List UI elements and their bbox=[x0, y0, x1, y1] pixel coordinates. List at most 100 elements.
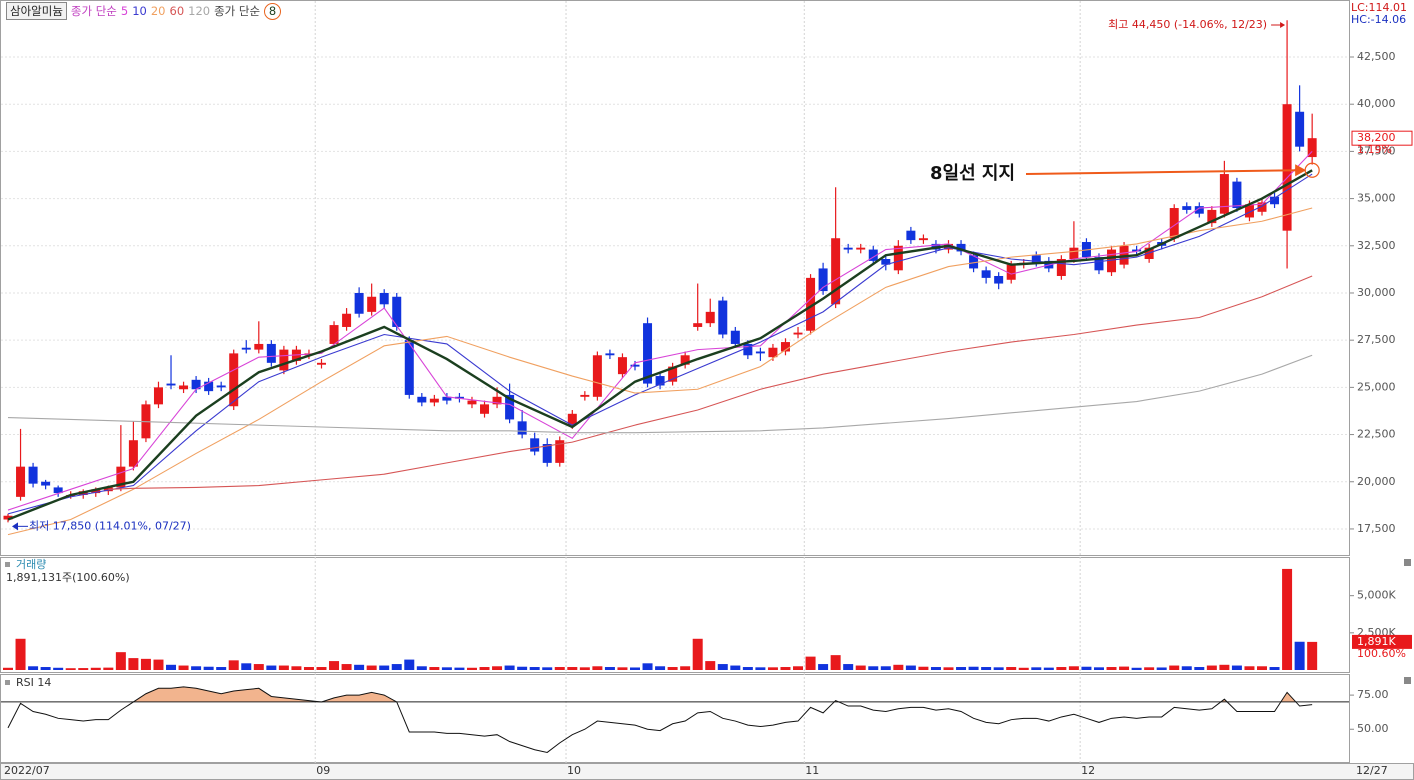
volume-bar bbox=[1307, 641, 1318, 670]
volume-bar bbox=[366, 665, 377, 670]
candle-body bbox=[956, 243, 966, 252]
lc-label: LC:114.01 bbox=[1351, 1, 1407, 14]
volume-bar bbox=[466, 667, 477, 670]
y-tick-label: 30,000 bbox=[1357, 286, 1396, 299]
y-tick-label: 75.00 bbox=[1357, 688, 1389, 701]
candle-body bbox=[806, 277, 816, 331]
y-tick-label: 35,000 bbox=[1357, 192, 1396, 205]
candle-body bbox=[1006, 264, 1016, 280]
volume-bar bbox=[266, 665, 277, 670]
volume-bar bbox=[291, 666, 302, 670]
volume-change: 100.60% bbox=[1357, 647, 1406, 660]
panel-button[interactable] bbox=[1404, 559, 1411, 566]
volume-bar bbox=[1282, 568, 1293, 670]
candle-body bbox=[429, 398, 439, 403]
y-tick-label: 27,500 bbox=[1357, 333, 1396, 346]
volume-bar bbox=[592, 666, 603, 670]
candle-body bbox=[718, 300, 728, 335]
candle-body bbox=[981, 270, 991, 278]
volume-bar bbox=[115, 652, 126, 670]
volume-bar bbox=[316, 667, 327, 670]
volume-subtitle: 1,891,131주(100.60%) bbox=[6, 571, 130, 584]
volume-bar bbox=[1269, 667, 1280, 670]
volume-bar bbox=[479, 667, 490, 670]
candle-body bbox=[994, 275, 1004, 284]
volume-bar bbox=[1106, 667, 1117, 670]
candle-body bbox=[617, 357, 627, 375]
candle-body bbox=[1056, 259, 1066, 276]
candle-body bbox=[592, 355, 602, 397]
rsi-title: RSI 14 bbox=[16, 676, 51, 689]
moving-average-line bbox=[7, 151, 1313, 511]
y-tick-label: 22,500 bbox=[1357, 428, 1396, 441]
candle-body bbox=[780, 342, 790, 352]
volume-bar bbox=[956, 667, 967, 670]
volume-bar bbox=[680, 666, 691, 670]
candle-body bbox=[1207, 209, 1217, 224]
candle-body bbox=[768, 347, 778, 358]
y-tick-label: 37,500 bbox=[1357, 144, 1396, 157]
candle-body bbox=[166, 383, 176, 386]
legend-entry: 60 bbox=[169, 4, 185, 18]
volume-bar bbox=[981, 667, 992, 670]
volume-bar bbox=[191, 666, 202, 670]
candle-body bbox=[1270, 196, 1280, 205]
candle-body bbox=[893, 245, 903, 271]
y-tick-label: 32,500 bbox=[1357, 239, 1396, 252]
candle-body bbox=[454, 396, 464, 399]
legend-entry: 10 bbox=[132, 4, 147, 18]
candle-body bbox=[1257, 202, 1267, 212]
rsi-overbought-area bbox=[133, 686, 1296, 702]
price-panel bbox=[0, 0, 1350, 556]
moving-average-line bbox=[7, 169, 1313, 521]
rsi-line bbox=[7, 686, 1313, 753]
candle-body bbox=[279, 349, 289, 371]
legend-entry: 8 bbox=[264, 2, 282, 20]
y-tick-label: 42,500 bbox=[1357, 50, 1396, 63]
candle-body bbox=[605, 353, 615, 356]
volume-bar bbox=[404, 659, 415, 670]
volume-bar bbox=[642, 663, 653, 670]
candle-body bbox=[91, 489, 101, 494]
volume-bar bbox=[893, 664, 904, 670]
candle-body bbox=[16, 466, 26, 497]
x-tick-label: 11 bbox=[805, 764, 819, 777]
volume-bar bbox=[968, 666, 979, 670]
volume-bar bbox=[742, 667, 753, 670]
candle-body bbox=[793, 332, 803, 335]
end-date-label: 12/27 bbox=[1356, 764, 1388, 777]
candle-body bbox=[3, 515, 13, 520]
candle-body bbox=[41, 481, 51, 486]
candle-body bbox=[843, 247, 853, 250]
note-text: 8일선 지지 bbox=[930, 163, 1015, 184]
candle-body bbox=[329, 325, 339, 344]
candle-body bbox=[404, 340, 414, 395]
volume-bar bbox=[692, 638, 703, 670]
candle-body bbox=[530, 438, 540, 452]
volume-bar bbox=[1131, 667, 1142, 670]
volume-bar bbox=[28, 666, 39, 670]
volume-bar bbox=[128, 658, 139, 670]
volume-bar bbox=[943, 667, 954, 670]
x-tick-label: 12 bbox=[1081, 764, 1095, 777]
volume-bar bbox=[855, 665, 866, 670]
change-label: 1.19% bbox=[1357, 143, 1392, 156]
legend-entry: 5 bbox=[120, 4, 129, 18]
volume-bar bbox=[341, 664, 352, 670]
panel-button[interactable] bbox=[1404, 677, 1411, 684]
candle-body bbox=[53, 487, 63, 494]
volume-bar bbox=[617, 667, 628, 670]
candle-body bbox=[1282, 104, 1292, 231]
volume-bar bbox=[354, 664, 365, 670]
candle-body bbox=[881, 259, 891, 265]
volume-bar bbox=[1093, 667, 1104, 670]
hc-label: HC:-14.06 bbox=[1351, 13, 1406, 26]
panel-marker bbox=[5, 680, 10, 685]
candle-body bbox=[266, 343, 276, 363]
volume-bar bbox=[630, 667, 640, 670]
volume-bar bbox=[303, 667, 314, 670]
volume-bar bbox=[818, 664, 829, 670]
volume-bar bbox=[830, 655, 841, 670]
candle-body bbox=[153, 387, 163, 405]
